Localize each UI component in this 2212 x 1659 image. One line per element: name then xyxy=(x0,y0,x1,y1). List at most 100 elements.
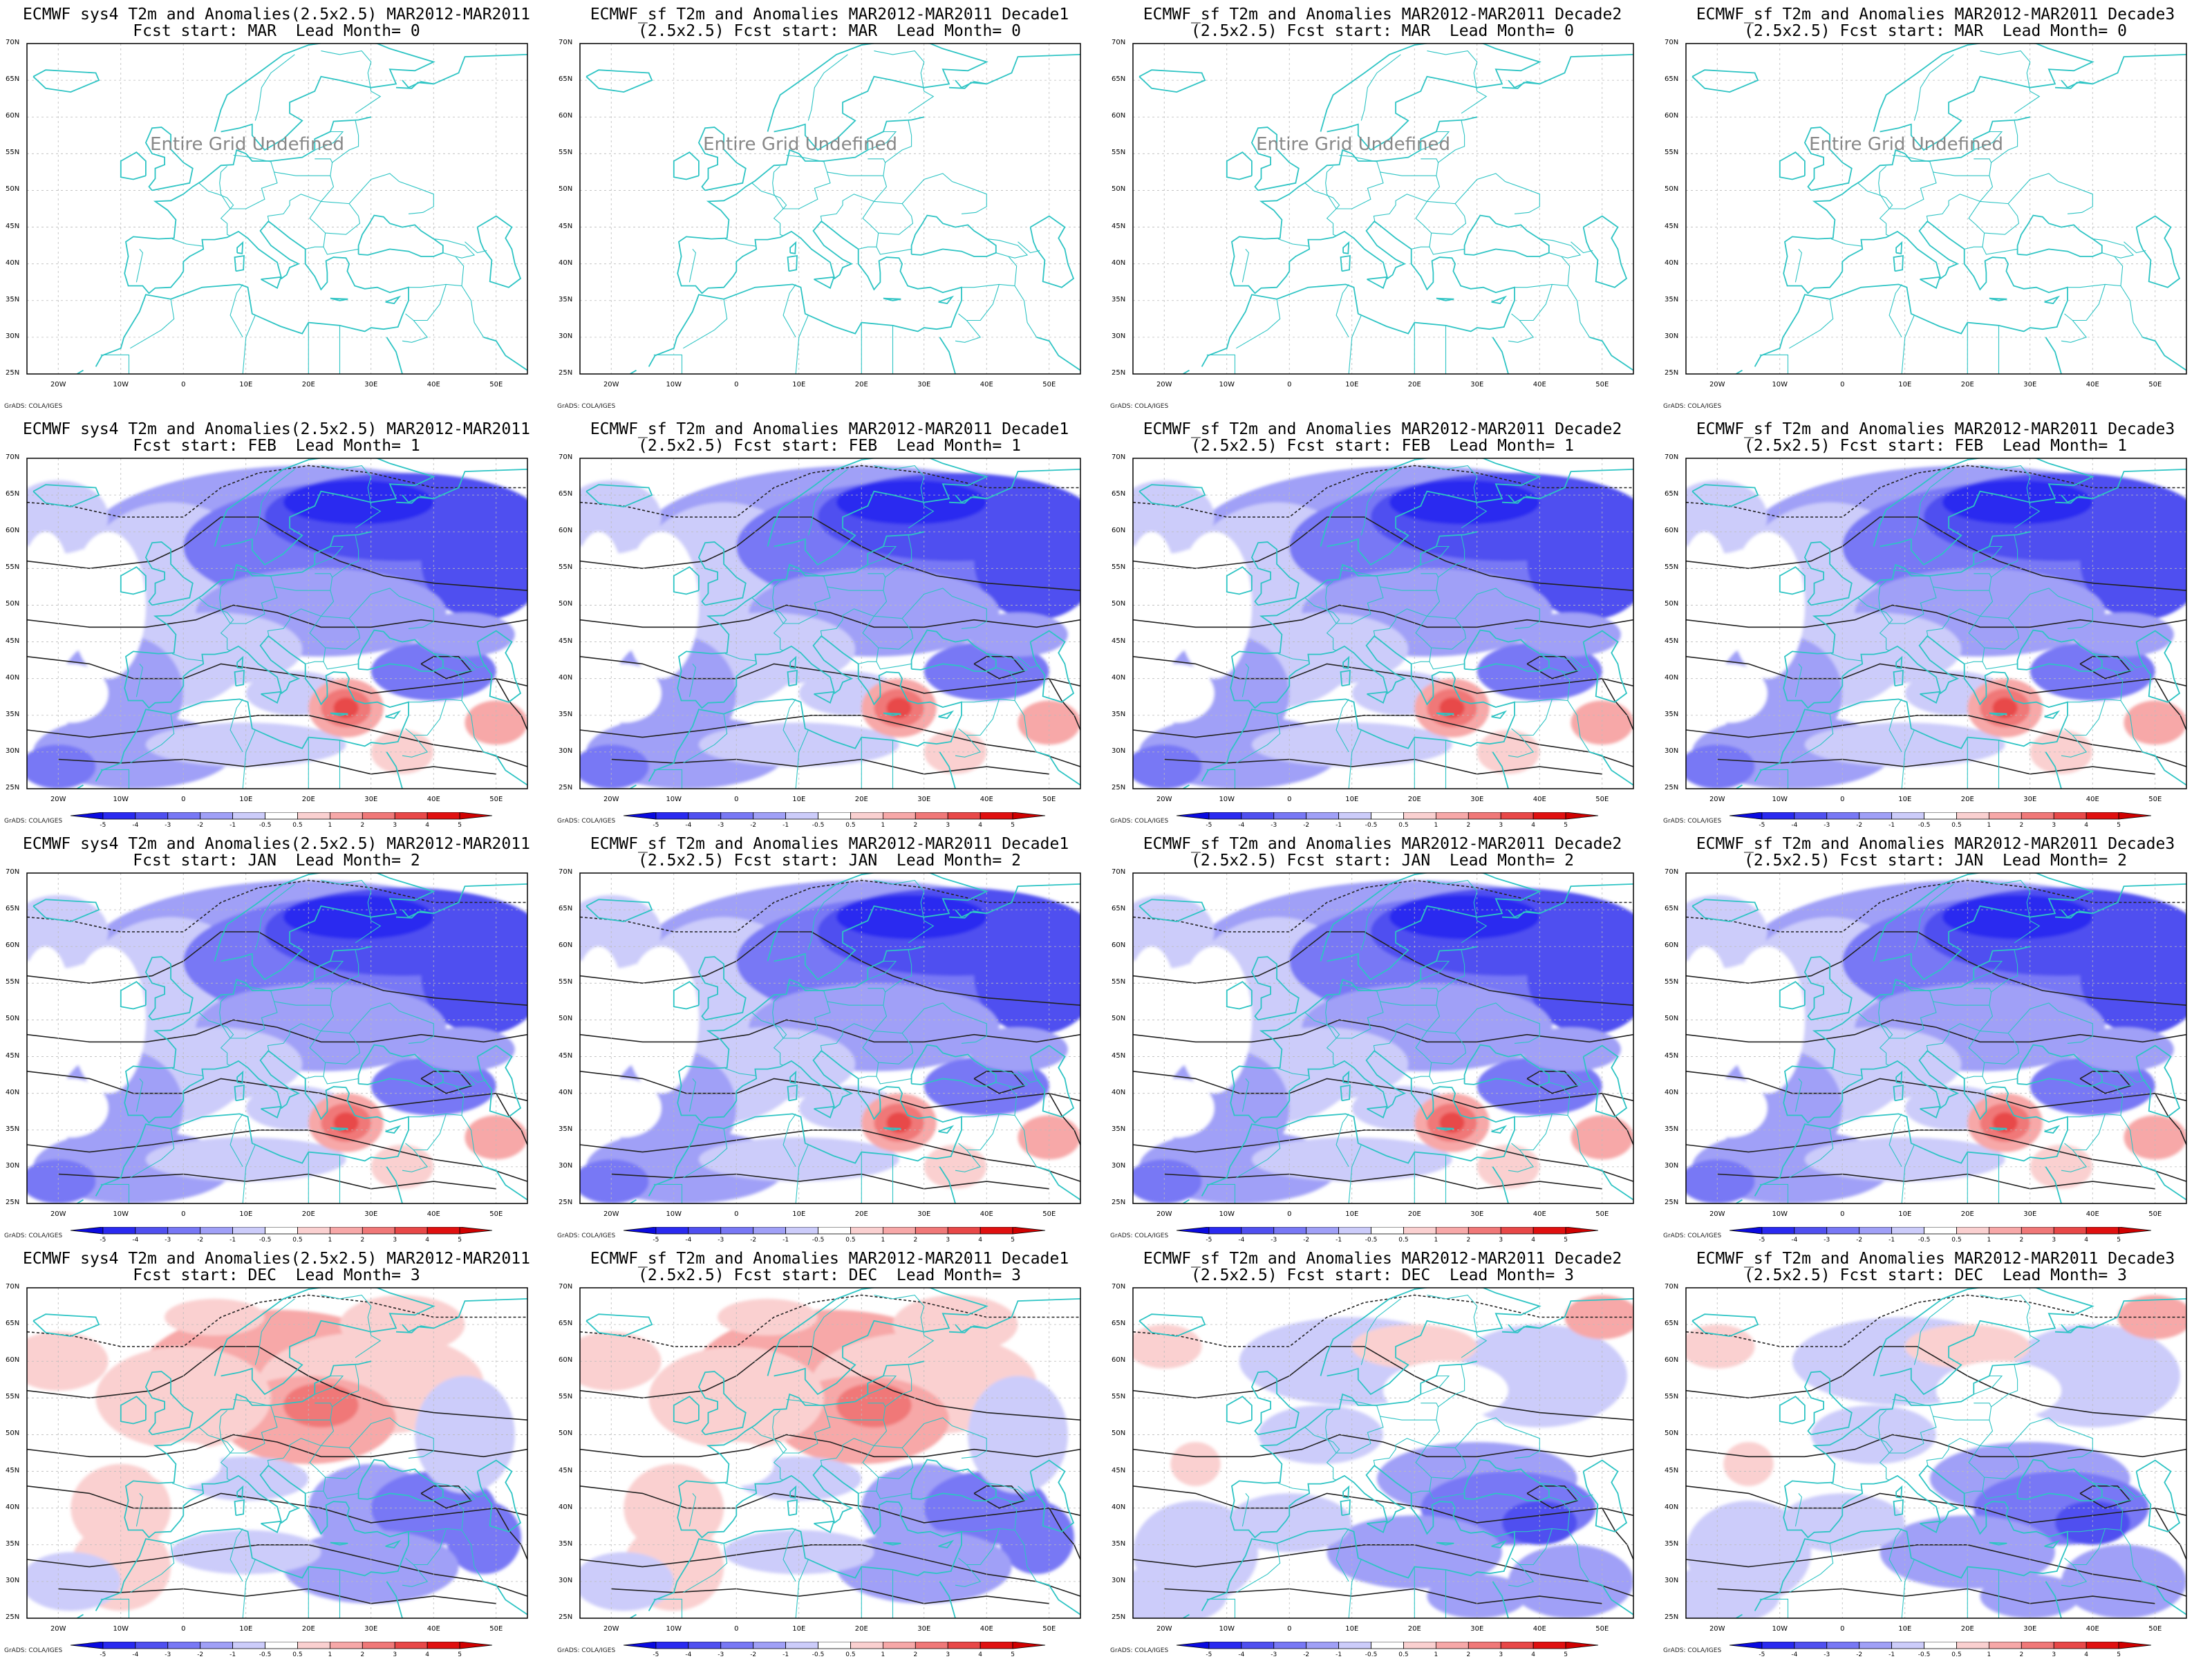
isotherm-line xyxy=(1133,516,1633,591)
latitude-tick-label: 45N xyxy=(1665,1051,1679,1060)
map-frame: 20W 10W 0 10E 20E 30E 40E 50E xyxy=(1685,458,2187,803)
longitude-tick-label: 10W xyxy=(666,1625,682,1633)
latitude-tick-label: 50N xyxy=(1112,185,1126,194)
anomaly-area xyxy=(586,664,662,723)
colorbar-segment xyxy=(1273,812,1307,820)
latitude-tick-label: 50N xyxy=(1665,1430,1679,1438)
longitude-tick-label: 40E xyxy=(427,1210,440,1218)
colorbar-label: 1 xyxy=(1987,1651,1991,1658)
isotherm-line xyxy=(1049,1508,1080,1560)
colorbar-label: -3 xyxy=(165,1651,171,1658)
latitude-tick-label: 45N xyxy=(6,222,20,230)
colorbar-segment xyxy=(688,1642,722,1649)
longitude-tick-label: 50E xyxy=(1595,1210,1609,1218)
colorbar-label: -0.5 xyxy=(812,1651,825,1658)
latitude-tick-label: 60N xyxy=(1112,112,1126,120)
latitude-tick-label: 65N xyxy=(1112,1320,1126,1328)
colorbar-segment xyxy=(1565,1227,1599,1235)
colorbar-segment xyxy=(459,1642,493,1649)
colorbar-label: -0.5 xyxy=(1918,1651,1931,1658)
longitude-tick-label: 20E xyxy=(1408,1210,1421,1218)
longitude-tick-label: 20W xyxy=(1156,1625,1172,1633)
latitude-tick-label: 60N xyxy=(6,112,20,120)
latitude-tick-label: 40N xyxy=(6,259,20,267)
anomaly-area xyxy=(1501,1501,1577,1545)
colorbar-segment xyxy=(265,812,298,820)
anomaly-area xyxy=(283,480,434,525)
isotherm-line xyxy=(1686,1434,2186,1458)
isotherm-line xyxy=(496,678,527,731)
longitude-tick-label: 0 xyxy=(1840,796,1844,803)
latitude-tick-label: 55N xyxy=(1112,1393,1126,1401)
colorbar-label: -0.5 xyxy=(259,822,272,829)
colorbar-segment xyxy=(980,1642,1013,1649)
colorbar-segment xyxy=(1956,812,1989,820)
map-panel: ECMWF_sf T2m and Anomalies MAR2012-MAR20… xyxy=(553,0,1106,415)
anomaly-area xyxy=(1686,1566,1780,1618)
colorbar-segment xyxy=(2053,1227,2087,1235)
colorbar-segment xyxy=(753,1227,787,1235)
isotherm-line xyxy=(1133,879,1633,932)
isotherm-line xyxy=(420,1070,472,1094)
panel-subtitle: (2.5x2.5) Fcst start: FEB Lead Month= 1 xyxy=(638,437,1021,455)
colorbar-label: 5 xyxy=(2117,822,2121,829)
borders xyxy=(653,880,1040,1203)
colorbar-segment xyxy=(232,1227,265,1235)
latitude-tick-label: 30N xyxy=(6,332,20,340)
colorbar-label: 5 xyxy=(458,1651,462,1658)
colorbar-segment xyxy=(394,1227,428,1235)
colorbar-segment xyxy=(882,1642,916,1649)
latitude-tick-label: 25N xyxy=(6,784,20,791)
colorbar-label: 4 xyxy=(2084,1651,2088,1658)
map-frame: 20W 10W 0 10E 20E 30E 40E 50E xyxy=(1132,872,1634,1218)
colorbar-label: 4 xyxy=(425,1651,429,1658)
panel-title: ECMWF_sf T2m and Anomalies MAR2012-MAR20… xyxy=(1143,835,1622,853)
colorbar-label: 4 xyxy=(1531,822,1535,829)
colorbar-segment xyxy=(1208,1227,1242,1235)
coastlines xyxy=(1138,1288,1633,1618)
colorbar-segment xyxy=(688,1227,722,1235)
anomaly-area xyxy=(974,502,1080,620)
colorbar-segment xyxy=(1794,812,1828,820)
latitude-tick-label: 30N xyxy=(1112,747,1126,755)
latitude-tick-label: 30N xyxy=(1665,1576,1679,1584)
colorbar-segment xyxy=(1012,1642,1046,1649)
latitude-tick-label: 45N xyxy=(1665,1466,1679,1474)
colorbar-label: -5 xyxy=(100,822,106,829)
colorbar: -5 -4 -3 -2 -1 -0.5 0.5 1 2 3 4 5 xyxy=(64,1642,499,1658)
latitude-tick-label: 50N xyxy=(1665,1015,1679,1023)
map-frame: Entire Grid Undefined 20W 10W 0 10E 20E 30E 40E… xyxy=(1685,43,2187,388)
longitude-tick-label: 20E xyxy=(855,1625,868,1633)
colorbar-label: 2 xyxy=(913,822,917,829)
colorbar-label: -1 xyxy=(782,822,789,829)
colorbar-label: -1 xyxy=(1888,1651,1895,1658)
latitude-tick-label: 65N xyxy=(1665,905,1679,913)
latitude-tick-label: 50N xyxy=(559,1430,573,1438)
colorbar-label: 5 xyxy=(1564,1237,1568,1244)
anomaly-area xyxy=(1327,1515,1502,1589)
anomaly-area xyxy=(1686,744,1755,789)
longitude-tick-label: 40E xyxy=(1533,1210,1546,1218)
colorbar-label: -0.5 xyxy=(812,1237,825,1244)
anomaly-area xyxy=(1133,1324,1202,1369)
colorbar-segment xyxy=(1338,1227,1371,1235)
colorbar-segment xyxy=(1338,1642,1371,1649)
longitude-tick-label: 30E xyxy=(917,1210,930,1218)
longitude-tick-label: 10E xyxy=(792,796,805,803)
colorbar-label: 2 xyxy=(2019,1237,2023,1244)
isotherm-line xyxy=(27,516,527,591)
colorbar-segment xyxy=(1826,812,1860,820)
isotherm-line xyxy=(27,656,527,694)
latitude-tick-label: 40N xyxy=(559,673,573,682)
colorbar-segment xyxy=(167,1227,201,1235)
colorbar-segment xyxy=(70,812,104,820)
anomaly-area xyxy=(415,1027,515,1071)
colorbar-segment xyxy=(265,1227,298,1235)
colorbar-segment xyxy=(427,1227,460,1235)
latitude-tick-label: 65N xyxy=(6,905,20,913)
colorbar-label: 0.5 xyxy=(292,1237,302,1244)
longitude-tick-label: 50E xyxy=(1042,796,1056,803)
colorbar-label: 5 xyxy=(458,822,462,829)
colorbar-label: 1 xyxy=(1434,1237,1438,1244)
colorbar-segment xyxy=(362,1227,395,1235)
